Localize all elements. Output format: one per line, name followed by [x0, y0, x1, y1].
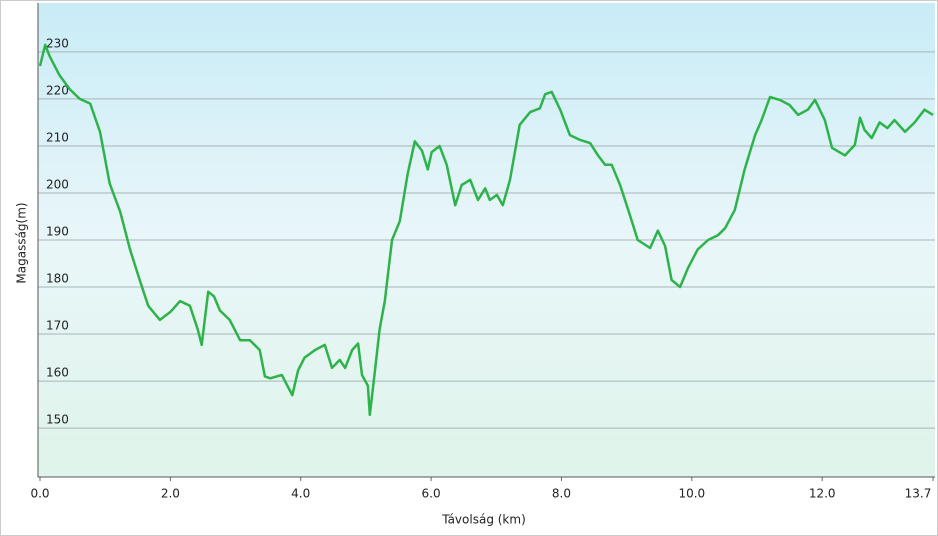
y-tick-label: 160: [46, 366, 69, 380]
y-tick-label: 190: [46, 225, 69, 239]
x-tick-label: 0.0: [30, 487, 49, 501]
x-axis-label: Távolság (km): [441, 513, 526, 527]
y-tick-label: 220: [46, 83, 69, 97]
x-tick-label: 10.0: [678, 487, 705, 501]
x-tick-label: 4.0: [291, 487, 310, 501]
x-tick-label: 6.0: [422, 487, 441, 501]
y-tick-label: 150: [46, 413, 69, 427]
y-tick-label: 200: [46, 177, 69, 191]
x-tick-label: 13.7: [905, 487, 932, 501]
x-tick-label: 12.0: [809, 487, 836, 501]
x-tick-label: 8.0: [552, 487, 571, 501]
y-tick-label: 180: [46, 272, 69, 286]
x-tick-label: 2.0: [161, 487, 180, 501]
y-tick-label: 230: [46, 36, 69, 50]
y-tick-label: 170: [46, 319, 69, 333]
y-tick-label: 210: [46, 130, 69, 144]
y-axis-label: Magasság(m): [15, 202, 29, 283]
elevation-line: [38, 43, 934, 417]
